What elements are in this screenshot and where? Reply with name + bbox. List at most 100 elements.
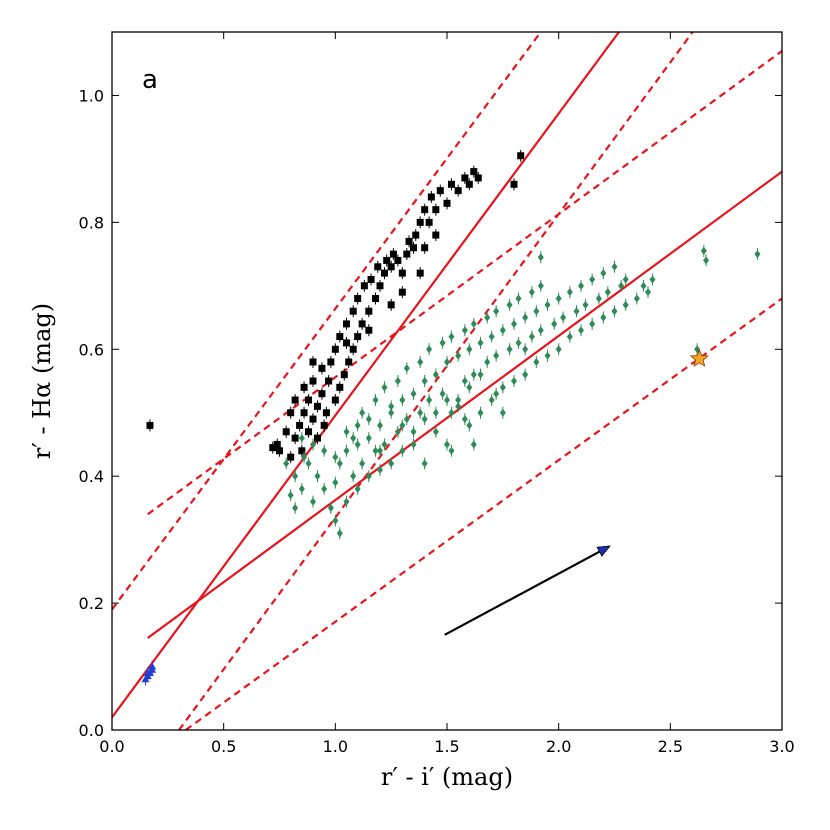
black-square-point xyxy=(313,434,321,442)
black-square-point xyxy=(309,415,317,423)
green-diamond-point xyxy=(399,421,406,430)
green-diamond-point xyxy=(522,345,529,354)
y-tick-label: 0.0 xyxy=(79,721,104,740)
green-diamond-point xyxy=(388,459,395,468)
green-diamond-point xyxy=(484,313,491,322)
x-tick-label: 2.5 xyxy=(658,737,683,756)
black-square-point xyxy=(318,390,326,398)
black-square-point xyxy=(387,263,395,271)
green-diamond-point xyxy=(633,294,640,303)
green-diamond-point xyxy=(417,357,424,366)
green-diamond-point xyxy=(381,440,388,449)
green-diamond-point xyxy=(336,459,343,468)
black-square-point xyxy=(343,339,350,347)
green-diamond-point xyxy=(544,300,551,309)
y-axis-label: r′ - Hα (mag) xyxy=(28,303,56,459)
green-diamond-point xyxy=(515,338,522,347)
green-diamond-point xyxy=(377,465,383,474)
green-diamond-point xyxy=(622,300,629,309)
green-diamond-point xyxy=(573,307,580,316)
green-diamond-point xyxy=(327,503,334,512)
black-square-point xyxy=(425,218,433,226)
black-square-point xyxy=(474,174,482,182)
black-square-point xyxy=(287,453,295,461)
solid-line-steep xyxy=(112,32,620,718)
green-diamond-point xyxy=(426,345,433,354)
green-diamond-point xyxy=(537,281,544,290)
green-diamond-point xyxy=(448,408,455,417)
black-square-point xyxy=(380,269,388,277)
blue-triangle-point xyxy=(143,668,152,676)
green-diamond-point xyxy=(365,472,372,481)
black-square-point xyxy=(305,428,313,436)
dashed-line-lower-shallow xyxy=(185,297,782,730)
black-square-point xyxy=(291,396,299,404)
green-diamond-point xyxy=(310,497,316,506)
green-diamond-point xyxy=(350,434,357,443)
green-diamond-point xyxy=(354,421,361,430)
black-square-point xyxy=(427,193,435,201)
black-square-point xyxy=(465,180,473,188)
black-square-point xyxy=(447,180,455,188)
green-diamond-point xyxy=(595,294,602,303)
green-diamond-point xyxy=(493,389,500,398)
green-diamond-point xyxy=(461,377,468,385)
black-square-point xyxy=(300,383,308,391)
black-square-point xyxy=(383,256,391,264)
green-diamond-point xyxy=(461,415,468,424)
y-tick-label: 0.4 xyxy=(79,467,104,486)
green-diamond-point xyxy=(466,421,473,430)
green-diamond-point xyxy=(560,313,567,322)
green-diamond-point xyxy=(515,294,522,303)
green-diamond-point xyxy=(470,370,477,379)
black-square-point xyxy=(313,402,321,410)
green-diamond-point xyxy=(444,396,450,405)
black-square-point xyxy=(403,250,411,258)
green-diamond-point xyxy=(298,484,305,493)
green-diamond-point xyxy=(455,396,462,405)
green-diamond-point xyxy=(388,402,395,411)
green-diamond-point xyxy=(426,396,433,405)
green-diamond-point xyxy=(354,440,361,449)
green-diamond-point xyxy=(287,491,294,500)
green-diamond-point xyxy=(332,453,339,462)
green-diamond-point xyxy=(578,281,584,290)
black-square-point xyxy=(443,199,451,207)
black-square-point xyxy=(309,377,317,385)
black-square-point xyxy=(349,345,357,353)
solid-line-shallow xyxy=(147,170,782,639)
green-diamond-point xyxy=(703,256,710,265)
black-square-point xyxy=(389,250,397,258)
green-diamond-point xyxy=(578,326,584,335)
green-diamond-point xyxy=(555,294,562,303)
green-diamond-point xyxy=(343,427,350,436)
black-square-point xyxy=(421,244,429,252)
black-square-point xyxy=(276,447,283,455)
black-square-point xyxy=(273,440,281,448)
green-diamond-point xyxy=(506,345,513,354)
x-tick-label: 2.0 xyxy=(546,737,571,756)
green-diamond-point xyxy=(488,396,495,405)
green-diamond-point xyxy=(477,370,484,379)
green-diamond-point xyxy=(417,408,424,417)
dashed-line-upper-shallow xyxy=(147,50,782,516)
black-square-point xyxy=(354,295,362,303)
black-square-point xyxy=(325,377,333,385)
black-square-point xyxy=(367,275,375,283)
green-diamond-point xyxy=(394,377,401,385)
green-diamond-point xyxy=(493,307,500,316)
green-diamond-point xyxy=(432,370,439,379)
y-tick-label: 0.6 xyxy=(79,340,104,359)
black-square-point xyxy=(405,237,413,245)
black-square-point xyxy=(269,444,277,452)
green-diamond-point xyxy=(566,288,573,297)
black-square-point xyxy=(432,206,440,214)
green-diamond-point xyxy=(292,472,299,481)
black-square-point xyxy=(398,288,406,296)
green-diamond-point xyxy=(439,338,446,347)
y-tick-label: 1.0 xyxy=(79,86,104,105)
green-diamond-point xyxy=(611,262,618,271)
black-square-point xyxy=(376,282,384,290)
green-diamond-point xyxy=(354,484,361,493)
